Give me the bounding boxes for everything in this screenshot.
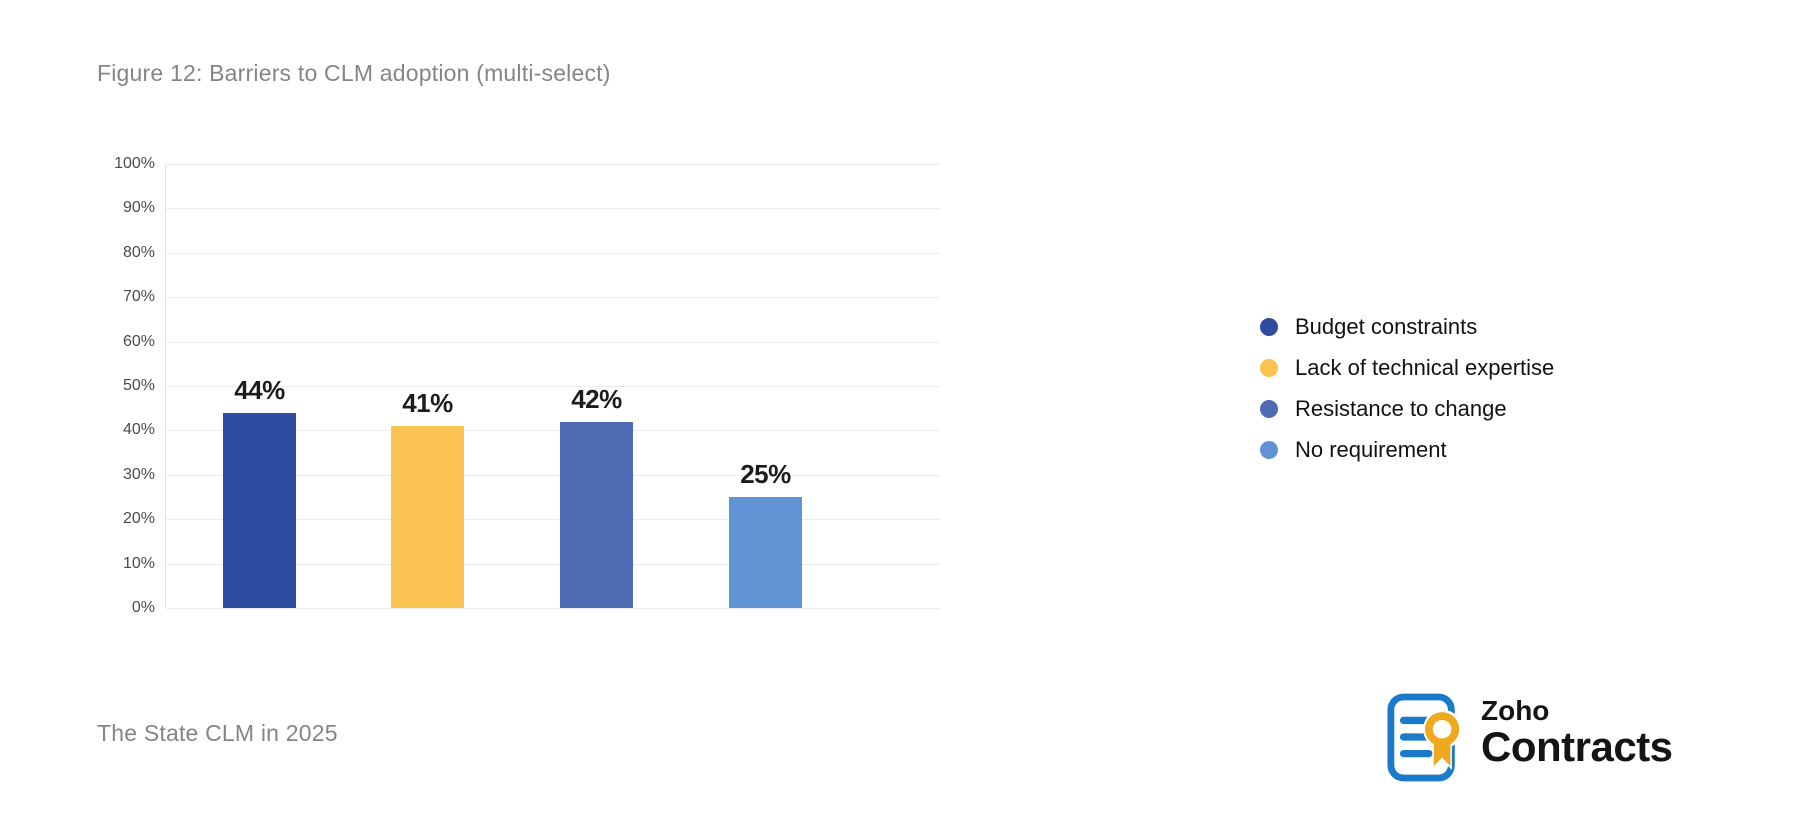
bar-budget-constraints xyxy=(223,412,296,608)
seal-ring xyxy=(1425,712,1460,747)
y-axis-tick-label: 30% xyxy=(122,465,155,483)
bar-value-label: 41% xyxy=(402,387,453,418)
gridline xyxy=(166,430,940,432)
legend-item: Budget constraints xyxy=(1260,314,1554,340)
legend-item: Resistance to change xyxy=(1260,396,1554,422)
y-axis-tick-label: 80% xyxy=(122,243,155,261)
legend-item-label: Budget constraints xyxy=(1295,314,1478,339)
gridline xyxy=(166,608,940,609)
brand-product-name: Contracts xyxy=(1481,723,1673,770)
source-caption: The State CLM in 2025 xyxy=(97,720,338,746)
bar-resistance-to-change xyxy=(560,421,633,608)
y-axis-tick-label: 90% xyxy=(122,199,155,217)
contract-document-with-seal-icon xyxy=(1387,693,1463,782)
y-axis-tick-label: 40% xyxy=(122,421,155,439)
gridline xyxy=(166,208,940,210)
legend-item: Lack of technical expertise xyxy=(1260,355,1554,381)
bar-lack-of-technical-expertise xyxy=(391,425,464,608)
gridline xyxy=(166,386,940,387)
legend-item-label: Resistance to change xyxy=(1295,396,1507,421)
gridline xyxy=(166,341,940,343)
bar-value-label: 44% xyxy=(234,374,285,405)
zoho-contracts-logo: Zoho Contracts xyxy=(1386,690,1673,785)
bar-no-requirement xyxy=(729,497,802,608)
legend-item-label: No requirement xyxy=(1295,437,1447,462)
legend-dot-icon xyxy=(1260,441,1278,459)
gridline xyxy=(166,297,940,299)
gridline xyxy=(166,252,940,254)
y-axis-tick-label: 50% xyxy=(122,377,155,394)
brand-company-name: Zoho xyxy=(1481,695,1550,726)
brand-wordmark: Zoho Contracts xyxy=(1481,695,1673,770)
bar-value-label: 42% xyxy=(571,383,622,414)
legend-item: No requirement xyxy=(1260,437,1554,463)
legend-dot-icon xyxy=(1260,318,1278,336)
legend-item-label: Lack of technical expertise xyxy=(1295,355,1555,380)
gridline xyxy=(166,164,940,165)
y-axis-tick-label: 60% xyxy=(122,332,155,350)
legend-dot-icon xyxy=(1260,400,1278,418)
y-axis-tick-label: 10% xyxy=(122,554,155,572)
gridline xyxy=(166,474,940,476)
gridline xyxy=(166,563,940,565)
bar-value-label: 25% xyxy=(740,459,791,489)
bar-chart-plot-area: 44% 41% 42% 25% xyxy=(165,164,940,609)
y-axis-tick-label: 100% xyxy=(114,155,155,172)
gridline xyxy=(166,519,940,521)
y-axis-tick-label: 70% xyxy=(122,288,155,306)
y-axis-tick-label: 0% xyxy=(131,599,155,616)
figure-title: Figure 12: Barriers to CLM adoption (mul… xyxy=(97,60,611,86)
legend-dot-icon xyxy=(1260,359,1278,377)
chart-legend: Budget constraints Lack of technical expe… xyxy=(1260,314,1554,463)
y-axis-tick-label: 20% xyxy=(122,510,155,528)
